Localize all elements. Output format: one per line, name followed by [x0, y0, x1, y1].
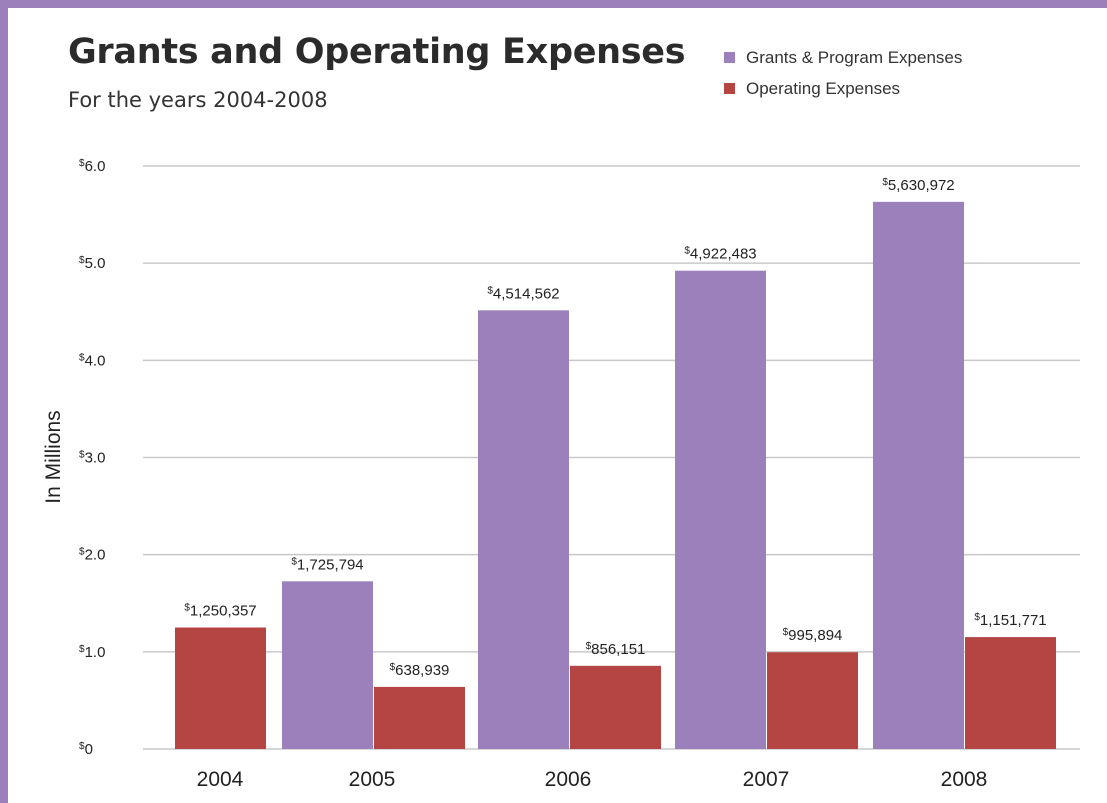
y-axis-title: In Millions: [42, 410, 65, 503]
bar-grants-2007: [675, 270, 766, 749]
y-tick-label: $6.0: [79, 158, 105, 175]
y-tick-label: $4.0: [79, 352, 105, 369]
bar-grants-2005: [282, 581, 373, 749]
bar-operating-2006: [570, 665, 661, 749]
legend-swatch-operating: [724, 83, 735, 94]
bar-operating-2008: [965, 637, 1056, 749]
legend-item-grants: Grants & Program Expenses: [724, 48, 962, 68]
y-tick-label: $5.0: [79, 255, 105, 272]
y-tick-label: $1.0: [79, 644, 105, 661]
legend-label-operating: Operating Expenses: [746, 79, 901, 98]
data-label-operating-2006: $856,151: [586, 641, 646, 658]
y-tick-label: $2.0: [79, 547, 105, 564]
legend-swatch-grants: [724, 52, 735, 63]
bar-operating-2005: [374, 686, 465, 749]
chart-title: Grants and Operating Expenses: [68, 32, 686, 72]
x-tick-label-2005: 2005: [349, 768, 396, 791]
data-label-grants-2006: $4,514,562: [487, 285, 559, 302]
data-label-grants-2007: $4,922,483: [684, 246, 756, 263]
legend-label-grants: Grants & Program Expenses: [746, 48, 963, 67]
data-label-operating-2005: $638,939: [390, 662, 450, 679]
data-label-operating-2004: $1,250,357: [184, 603, 256, 620]
legend-item-operating: Operating Expenses: [724, 79, 900, 99]
bar-grants-2008: [873, 201, 964, 749]
bar-operating-2007: [767, 652, 858, 749]
data-label-operating-2008: $1,151,771: [974, 612, 1046, 629]
bar-operating-2004: [175, 627, 266, 749]
chart-subtitle: For the years 2004-2008: [68, 88, 328, 112]
x-tick-label-2008: 2008: [941, 768, 988, 791]
x-tick-label-2007: 2007: [743, 768, 790, 791]
y-tick-label: $3.0: [79, 450, 105, 467]
y-tick-label: $0: [79, 741, 93, 758]
bar-grants-2006: [478, 310, 569, 749]
data-label-grants-2008: $5,630,972: [882, 177, 954, 194]
x-tick-label-2004: 2004: [197, 768, 244, 791]
data-label-operating-2007: $995,894: [783, 627, 843, 644]
x-tick-label-2006: 2006: [545, 768, 592, 791]
data-label-grants-2005: $1,725,794: [291, 556, 363, 573]
